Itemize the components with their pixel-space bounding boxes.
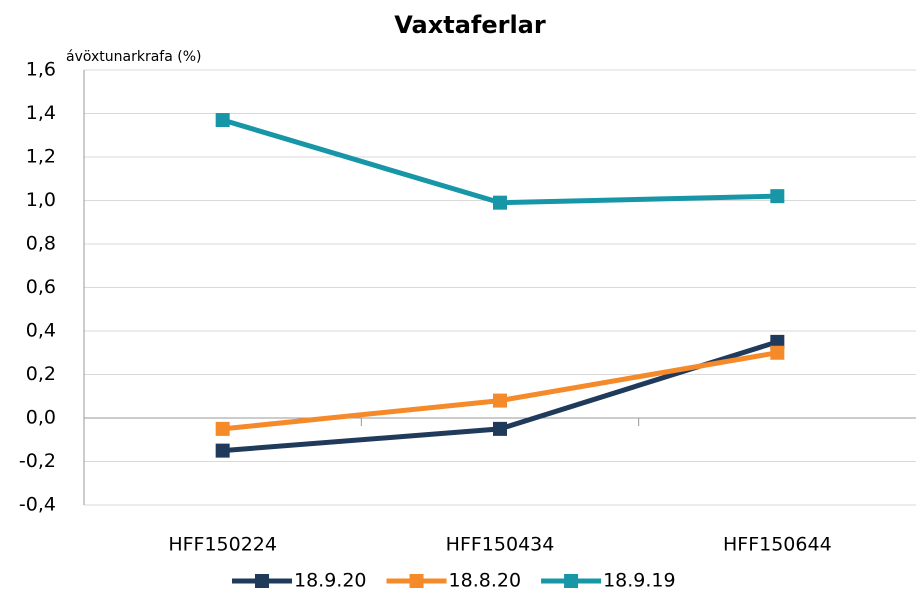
legend-label: 18.9.19 <box>603 570 676 592</box>
marker <box>770 345 785 360</box>
y-tick-label: 0,8 <box>26 233 56 255</box>
y-tick-label: 0,6 <box>26 276 56 298</box>
y-tick-label: 0,0 <box>26 407 56 429</box>
marker <box>493 393 507 408</box>
legend-marker <box>564 574 579 588</box>
x-tick-label: HFF150434 <box>446 534 555 556</box>
x-tick-label: HFF150644 <box>723 534 832 556</box>
legend-label: 18.8.20 <box>449 570 522 592</box>
marker <box>493 421 507 436</box>
y-tick-label: 0,2 <box>26 363 56 385</box>
y-tick-label: 1,0 <box>26 189 56 211</box>
marker <box>770 334 785 349</box>
marker <box>770 189 785 204</box>
y-tick-label: -0,2 <box>19 450 56 472</box>
y-tick-label: 0,4 <box>26 320 56 342</box>
marker <box>215 443 230 458</box>
legend-label: 18.9.20 <box>294 570 367 592</box>
y-tick-label: 1,4 <box>26 102 56 124</box>
legend-marker <box>409 574 424 588</box>
y-tick-label: 1,2 <box>26 146 56 168</box>
legend-marker <box>255 574 269 588</box>
marker <box>215 113 230 128</box>
series-line <box>221 117 778 206</box>
y-axis-label: ávöxtunarkrafa (%) <box>66 49 201 65</box>
y-tick-label: 1,6 <box>26 59 56 81</box>
marker <box>493 195 507 210</box>
y-tick-label: -0,4 <box>19 494 56 516</box>
marker <box>215 421 230 436</box>
x-tick-label: HFF150224 <box>168 534 277 556</box>
series-line <box>222 350 778 432</box>
chart-title: Vaxtaferlar <box>394 11 546 39</box>
